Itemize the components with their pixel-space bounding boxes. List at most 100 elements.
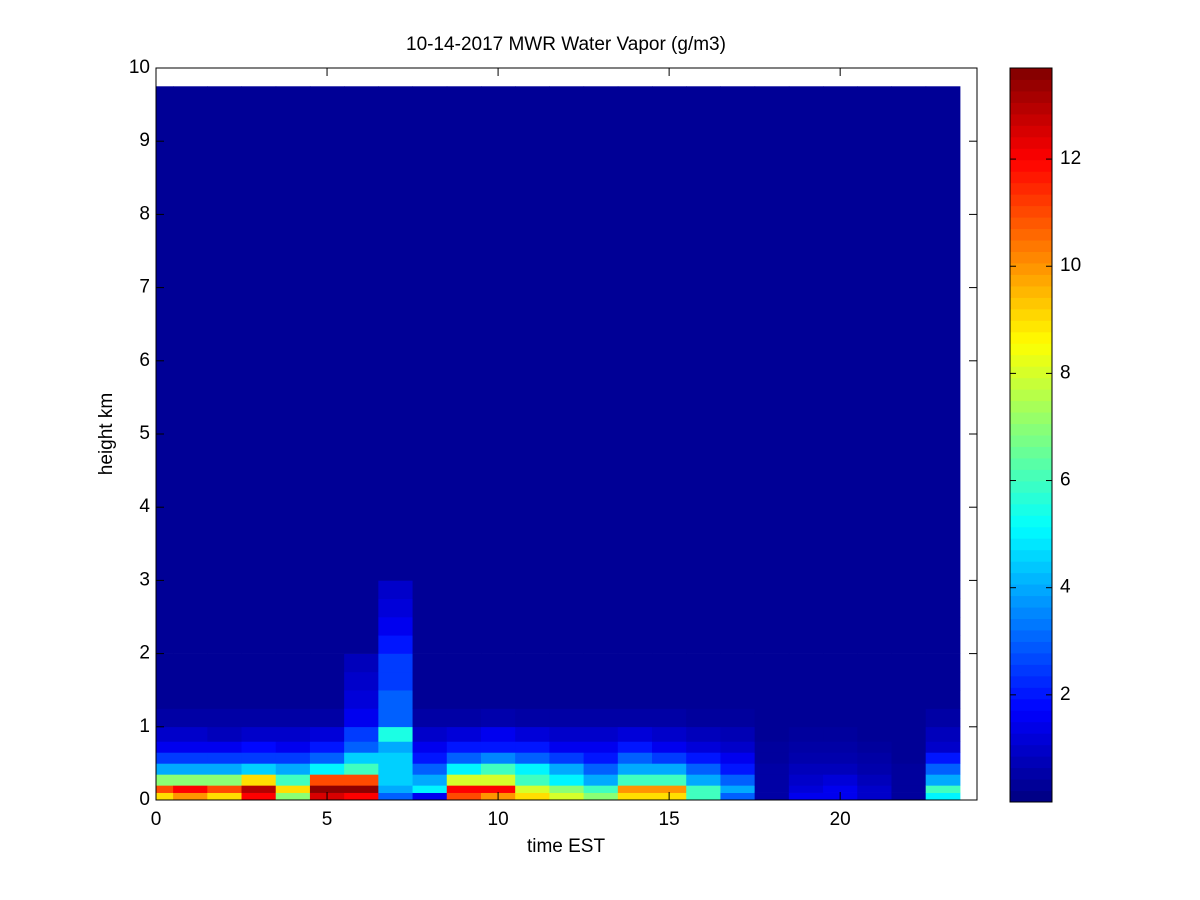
heatmap-cell [788, 708, 824, 728]
heatmap-cell [378, 752, 414, 764]
colorbar-swatch [1010, 572, 1052, 585]
colorbar-swatch [1010, 457, 1052, 470]
heatmap-cell [207, 580, 243, 599]
heatmap-cell [617, 741, 653, 753]
heatmap-cell [378, 785, 414, 793]
heatmap-cell [925, 617, 961, 636]
heatmap-cell [720, 774, 756, 786]
heatmap-cell [378, 792, 414, 800]
colorbar-swatch [1010, 308, 1052, 321]
heatmap-cell [925, 671, 961, 691]
heatmap-cell [823, 86, 858, 581]
heatmap-cell [823, 785, 858, 793]
heatmap-cell [652, 617, 687, 636]
y-tick-label: 9 [139, 130, 150, 151]
heatmap-cell [309, 726, 345, 742]
heatmap-cell [446, 763, 482, 775]
colorbar-swatch [1010, 721, 1052, 734]
chart-title: 10-14-2017 MWR Water Vapor (g/m3) [406, 34, 726, 55]
heatmap-cell [857, 726, 892, 742]
heatmap-cell [309, 785, 345, 793]
heatmap-cell [207, 726, 243, 742]
colorbar-swatch [1010, 641, 1052, 654]
heatmap-cell [720, 708, 756, 728]
heatmap-cell [652, 726, 687, 742]
heatmap-cell [891, 635, 927, 654]
colorbar-swatch [1010, 136, 1052, 149]
heatmap-cell [583, 617, 619, 636]
heatmap-cell [412, 598, 448, 618]
heatmap-cell [617, 726, 653, 742]
heatmap-cell [446, 690, 482, 709]
colorbar-swatch [1010, 366, 1052, 379]
heatmap-cell [891, 86, 927, 581]
heatmap-cell [378, 671, 414, 691]
heatmap-cell [652, 598, 687, 618]
x-axis-label: time EST [527, 836, 606, 857]
heatmap-cell [378, 635, 414, 654]
heatmap-cell [686, 690, 721, 709]
heatmap-cell [788, 653, 824, 673]
heatmap-cell [720, 86, 756, 581]
heatmap-cell [549, 653, 585, 673]
heatmap-cell [549, 726, 585, 742]
heatmap-cell [173, 653, 208, 673]
colorbar-swatch [1010, 515, 1052, 528]
heatmap-cell [156, 580, 174, 599]
heatmap-cell [156, 635, 174, 654]
colorbar-swatch [1010, 675, 1052, 688]
heatmap-cell [891, 763, 927, 775]
heatmap-cell [156, 785, 174, 793]
heatmap-cell [788, 763, 824, 775]
heatmap [156, 86, 961, 800]
heatmap-cell [686, 598, 721, 618]
heatmap-cell [583, 86, 619, 581]
heatmap-cell [446, 617, 482, 636]
y-tick-label: 3 [139, 569, 150, 590]
heatmap-cell [173, 690, 208, 709]
heatmap-cell [156, 598, 174, 618]
heatmap-cell [275, 635, 311, 654]
heatmap-cell [241, 726, 277, 742]
heatmap-cell [275, 774, 311, 786]
heatmap-cell [207, 617, 243, 636]
heatmap-cell [344, 763, 379, 775]
heatmap-cell [652, 785, 687, 793]
colorbar-swatch [1010, 526, 1052, 539]
heatmap-cell [480, 580, 516, 599]
heatmap-cell [925, 726, 961, 742]
heatmap-cell [549, 86, 585, 581]
heatmap-cell [754, 690, 790, 709]
heatmap-cell [686, 580, 721, 599]
heatmap-cell [891, 785, 927, 793]
heatmap-cell [446, 792, 482, 800]
heatmap-cell [788, 635, 824, 654]
heatmap-cell [344, 726, 379, 742]
heatmap-cell [156, 792, 174, 800]
heatmap-cell [788, 785, 824, 793]
colorbar-swatch [1010, 194, 1052, 207]
heatmap-cell [652, 752, 687, 764]
heatmap-cell [207, 708, 243, 728]
heatmap-cell [378, 774, 414, 786]
colorbar-swatch [1010, 629, 1052, 642]
heatmap-cell [515, 774, 550, 786]
heatmap-cell [412, 617, 448, 636]
heatmap-cell [583, 792, 619, 800]
heatmap-cell [156, 690, 174, 709]
heatmap-cell [857, 617, 892, 636]
colorbar-swatch [1010, 607, 1052, 619]
heatmap-cell [823, 653, 858, 673]
heatmap-cell [344, 580, 379, 599]
colorbar-swatch [1010, 538, 1052, 551]
heatmap-cell [583, 785, 619, 793]
heatmap-cell [857, 653, 892, 673]
heatmap-cell [446, 671, 482, 691]
heatmap-cell [412, 690, 448, 709]
heatmap-cell [207, 635, 243, 654]
y-tick-label: 0 [139, 789, 150, 810]
heatmap-cell [617, 792, 653, 800]
heatmap-cell [156, 617, 174, 636]
heatmap-cell [344, 598, 379, 618]
